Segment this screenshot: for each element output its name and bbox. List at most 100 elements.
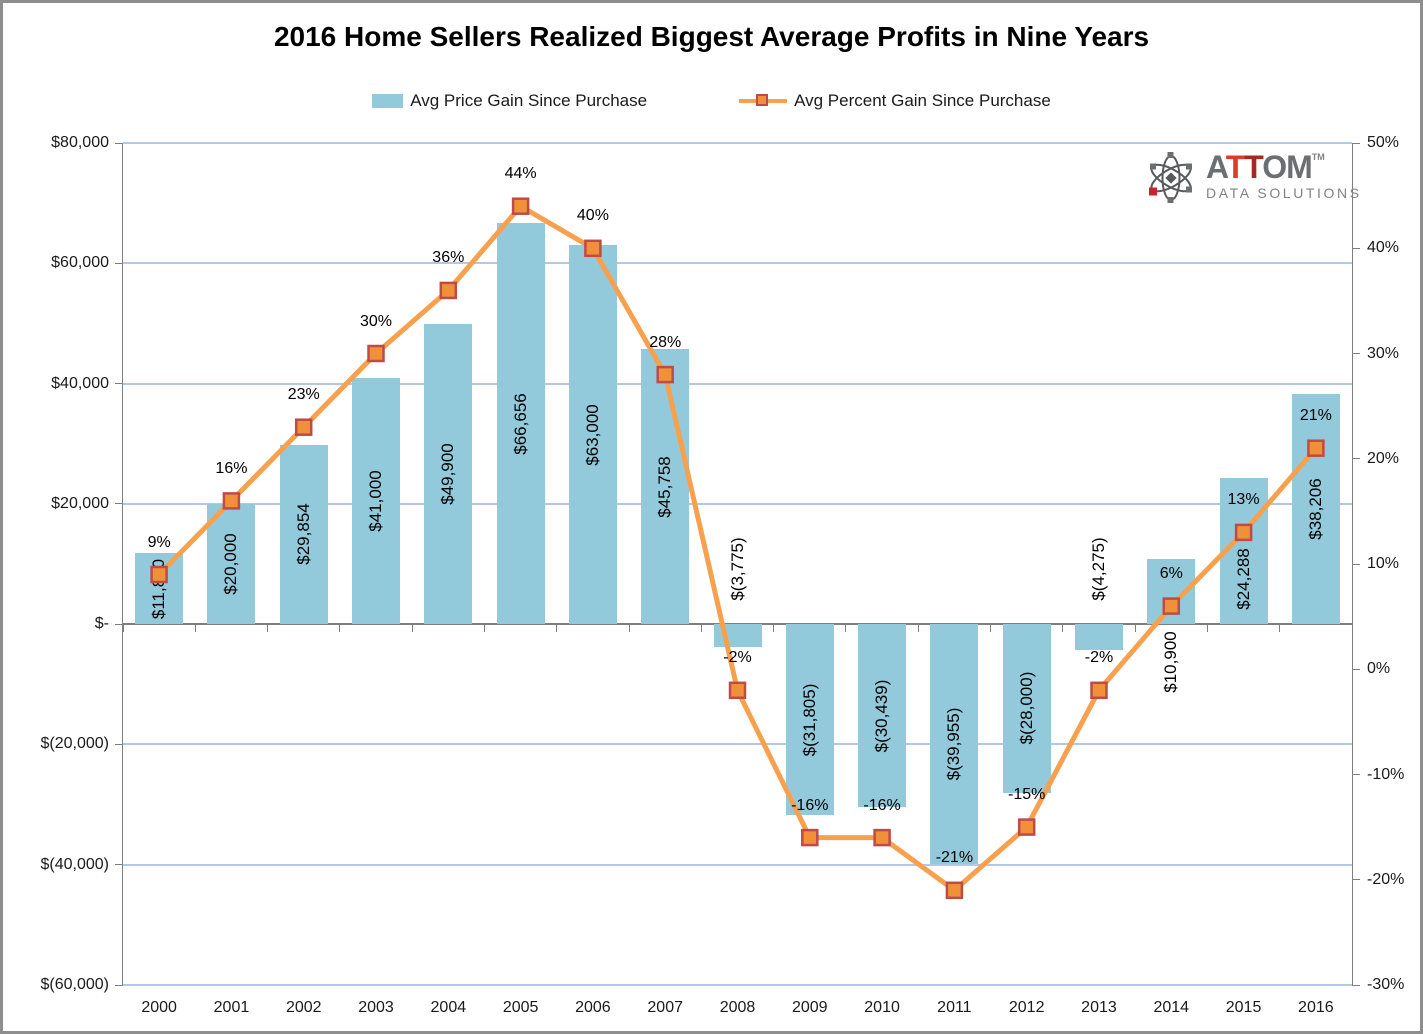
- right-axis-tick-label: 30%: [1367, 344, 1400, 362]
- category-tick: [483, 625, 485, 633]
- x-axis-year-label: 2001: [213, 999, 250, 1016]
- gridline: [123, 262, 1352, 265]
- percent-value-label: 40%: [576, 207, 609, 225]
- right-axis-tick-label: 50%: [1367, 134, 1400, 151]
- line-marker: [728, 681, 747, 700]
- percent-value-label: 30%: [360, 312, 393, 330]
- category-tick: [122, 625, 124, 633]
- percent-value-label: -15%: [1007, 786, 1046, 804]
- gridline: [123, 382, 1352, 385]
- gridline: [123, 863, 1352, 866]
- percent-value-label: 21%: [1299, 407, 1332, 425]
- percent-value-label: 16%: [215, 459, 248, 477]
- percent-value-label: 44%: [504, 165, 537, 183]
- legend-item-price-gain: Avg Price Gain Since Purchase: [372, 91, 647, 111]
- bar-value-label: $49,900: [438, 443, 458, 505]
- logo-letter: T: [1225, 149, 1246, 185]
- x-axis-year-label: 2008: [719, 999, 756, 1016]
- bar-value-label: $24,288: [1233, 548, 1253, 610]
- bar: [1074, 624, 1123, 650]
- bar: [713, 624, 762, 647]
- left-axis-tick: [115, 623, 123, 625]
- legend-item-percent-gain: Avg Percent Gain Since Purchase: [739, 91, 1051, 111]
- percent-value-label: 13%: [1227, 491, 1260, 509]
- line-marker: [511, 197, 530, 215]
- line-marker: [945, 881, 964, 900]
- percent-value-label: -2%: [723, 649, 752, 667]
- line-marker: [1017, 818, 1036, 836]
- right-axis-tick-label: 10%: [1367, 555, 1400, 572]
- x-axis-year-label: 2010: [864, 999, 900, 1016]
- bar-value-label: $(39,955): [944, 707, 964, 781]
- bar-value-label: $29,854: [293, 503, 313, 566]
- left-axis-tick: [115, 864, 123, 866]
- category-tick: [1134, 625, 1136, 633]
- line-marker: [439, 281, 458, 300]
- x-axis-year-label: 2006: [575, 999, 611, 1016]
- x-axis-year-label: 2009: [791, 999, 828, 1016]
- category-tick: [556, 625, 558, 633]
- logo-letter: T: [1244, 149, 1263, 185]
- legend-label-price-gain: Avg Price Gain Since Purchase: [410, 91, 648, 110]
- right-axis-tick: [1352, 247, 1360, 249]
- bar-value-label: $(3,775): [727, 537, 747, 601]
- right-axis-line: [1352, 143, 1353, 985]
- bar-value-label: $(28,000): [1016, 671, 1036, 745]
- attom-logo: ATTOMTM DATA SOLUTIONS: [1145, 151, 1362, 205]
- bar-value-label: $41,000: [366, 470, 386, 532]
- category-tick: [700, 625, 702, 633]
- bar-value-label: $45,758: [655, 455, 675, 518]
- left-axis-line: [122, 143, 123, 985]
- percent-value-label: -21%: [935, 849, 974, 867]
- left-axis-tick: [115, 743, 123, 745]
- category-tick: [339, 625, 341, 633]
- line-marker: [367, 344, 385, 363]
- left-axis-tick: [115, 503, 123, 505]
- logo-subtitle: DATA SOLUTIONS: [1206, 185, 1362, 201]
- bar-value-label: $(30,439): [872, 679, 892, 753]
- logo-letter: OM: [1262, 149, 1313, 185]
- left-axis-tick-label: $(20,000): [40, 735, 110, 753]
- bar-value-label: $20,000: [221, 533, 241, 595]
- bar-value-label: $(4,275): [1088, 537, 1108, 601]
- category-tick: [194, 625, 196, 633]
- left-axis-tick: [115, 262, 123, 264]
- left-axis-tick: [115, 142, 123, 144]
- left-axis-tick-label: $40,000: [51, 374, 109, 392]
- chart-title: 2016 Home Sellers Realized Biggest Avera…: [273, 21, 1150, 52]
- right-axis-tick-label: -10%: [1367, 765, 1405, 783]
- category-tick: [990, 625, 992, 633]
- percent-value-label: 36%: [432, 249, 465, 267]
- left-axis-tick: [115, 383, 123, 385]
- right-axis-tick: [1352, 142, 1360, 144]
- x-axis-year-label: 2011: [937, 999, 972, 1016]
- right-axis-tick: [1352, 458, 1360, 460]
- x-axis-year-label: 2000: [141, 999, 177, 1016]
- category-tick: [628, 625, 630, 633]
- category-tick: [1062, 625, 1064, 633]
- legend-line-swatch-icon: [739, 93, 788, 109]
- right-axis-tick: [1352, 774, 1360, 775]
- category-tick: [845, 625, 847, 633]
- category-tick: [267, 625, 269, 633]
- x-axis-year-label: 2016: [1298, 999, 1334, 1016]
- right-axis-tick-label: -20%: [1367, 870, 1405, 888]
- bar-value-label: $63,000: [582, 403, 602, 466]
- line-marker: [873, 828, 891, 847]
- x-axis-year-label: 2004: [430, 999, 467, 1016]
- right-axis-tick: [1352, 668, 1360, 670]
- percent-value-label: 6%: [1159, 565, 1183, 583]
- logo-brand: ATTOMTM: [1206, 151, 1362, 183]
- left-axis-tick-label: $60,000: [51, 254, 109, 272]
- gridline: [123, 743, 1352, 746]
- left-axis-tick-label: $(60,000): [40, 976, 110, 993]
- category-tick: [917, 625, 919, 633]
- right-axis-tick-label: 40%: [1367, 239, 1400, 257]
- x-axis-year-label: 2007: [647, 999, 683, 1016]
- category-tick: [1206, 625, 1208, 633]
- left-axis-tick: [115, 984, 123, 986]
- right-axis-tick: [1352, 563, 1360, 565]
- x-axis-year-label: 2014: [1153, 999, 1190, 1016]
- logo-letter: A: [1206, 149, 1227, 185]
